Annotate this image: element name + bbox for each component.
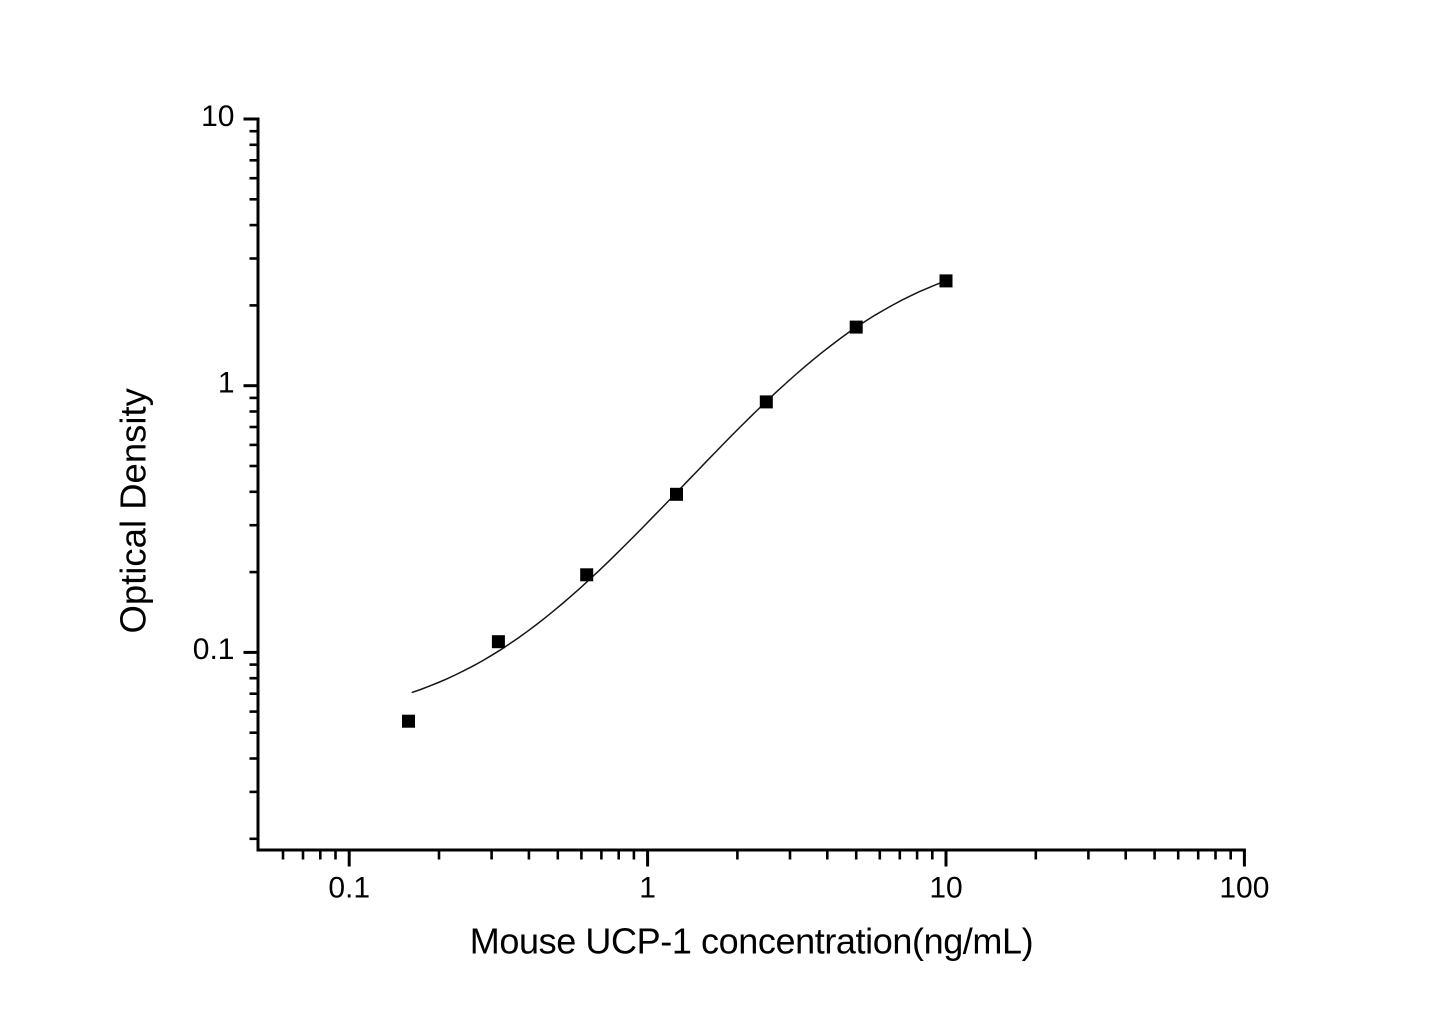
svg-text:10: 10 (929, 872, 962, 905)
svg-text:1: 1 (218, 367, 235, 400)
svg-text:1: 1 (639, 872, 656, 905)
svg-text:100: 100 (1219, 872, 1269, 905)
svg-text:0.1: 0.1 (193, 633, 235, 666)
svg-text:Optical Density: Optical Density (112, 387, 153, 633)
svg-text:0.1: 0.1 (328, 872, 370, 905)
svg-text:Mouse UCP-1 concentration(ng/m: Mouse UCP-1 concentration(ng/mL) (470, 920, 1033, 961)
svg-text:10: 10 (201, 100, 234, 133)
